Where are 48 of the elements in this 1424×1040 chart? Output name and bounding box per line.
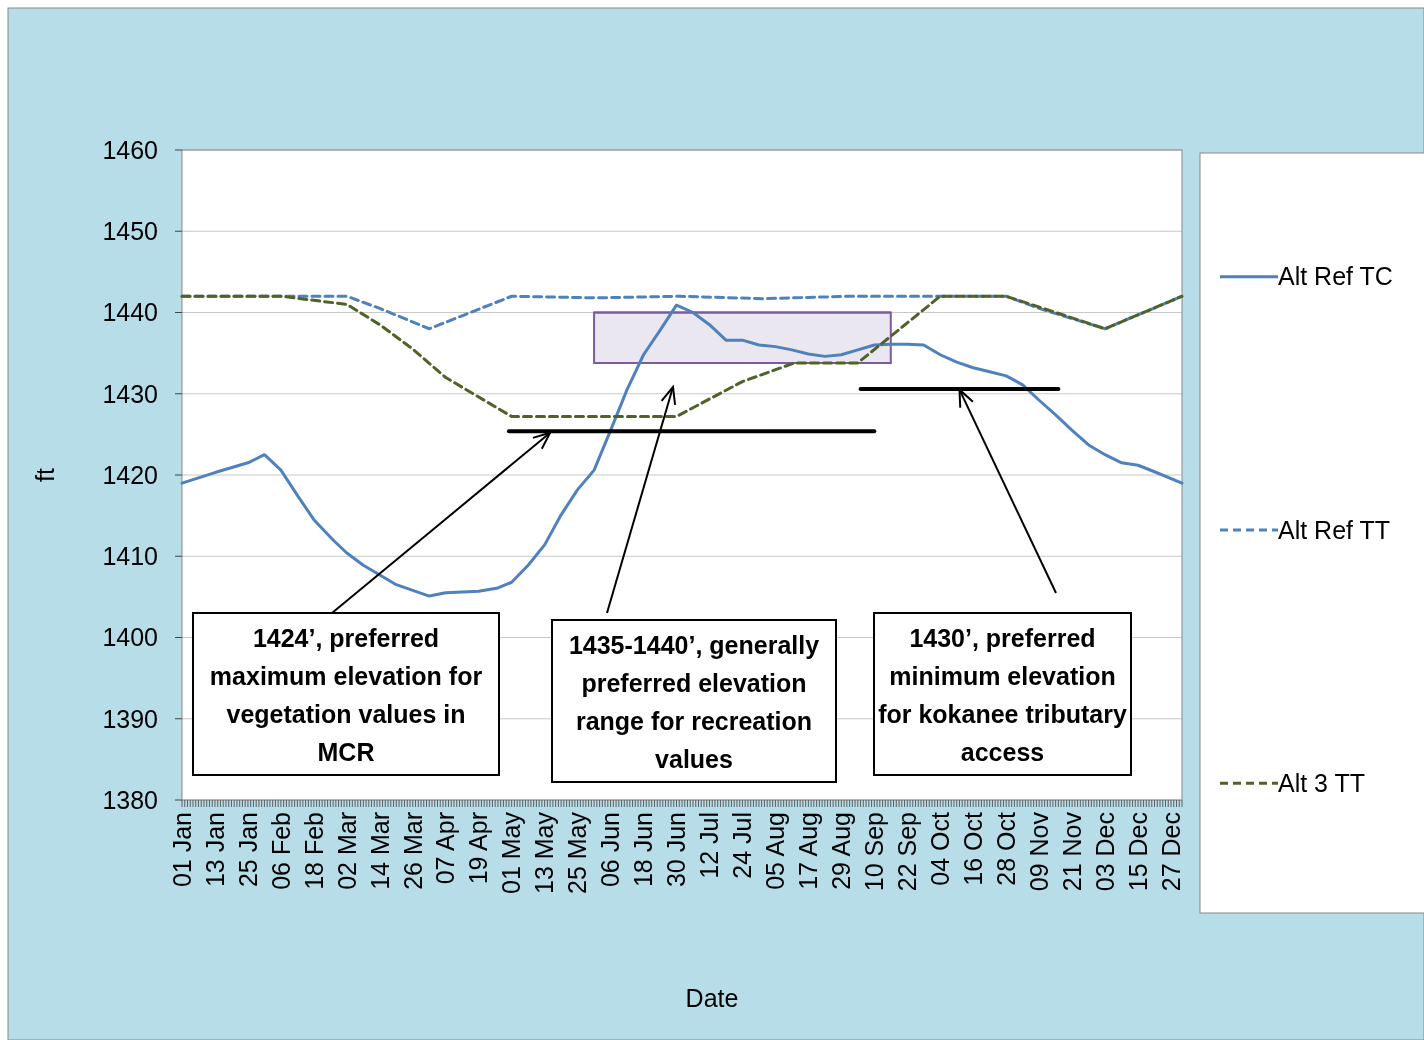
- x-tick-label: 06 Feb: [266, 812, 295, 890]
- x-tick-label: 18 Feb: [299, 812, 328, 890]
- x-tick-label: 06 Jun: [596, 812, 625, 888]
- x-tick-label: 12 Jul: [695, 812, 724, 879]
- y-tick-label: 1390: [102, 704, 158, 733]
- y-tick-label: 1450: [102, 217, 158, 245]
- x-tick-label: 25 May: [563, 811, 592, 894]
- annotation: 1430’, preferred minimum elevation for kokanee tributary access: [878, 624, 1127, 766]
- x-tick-label: 10 Sep: [860, 812, 889, 892]
- x-tick-label: 16 Oct: [958, 811, 987, 886]
- y-tick-label: 1410: [102, 542, 158, 570]
- legend-label: Alt 3 TT: [1278, 769, 1366, 798]
- y-tick-label: 1420: [102, 460, 158, 489]
- x-tick-label: 28 Oct: [991, 811, 1020, 886]
- y-tick-label: 1380: [102, 785, 158, 814]
- x-tick-label: 07 Apr: [431, 812, 460, 885]
- y-tick-label: 1460: [102, 135, 158, 164]
- y-tick-label: 1430: [102, 379, 158, 408]
- x-tick-label: 01 May: [497, 811, 526, 894]
- x-tick-label: 21 Nov: [1057, 811, 1086, 892]
- x-axis-title: Date: [685, 984, 739, 1012]
- x-tick-label: 17 Aug: [794, 812, 823, 890]
- x-tick-label: 22 Sep: [893, 812, 922, 892]
- x-tick-label: 24 Jul: [728, 812, 757, 879]
- legend-label: Alt Ref TT: [1278, 515, 1391, 544]
- x-tick-label: 14 Mar: [365, 812, 394, 890]
- y-tick-label: 1440: [102, 298, 158, 327]
- x-tick-label: 25 Jan: [233, 812, 262, 888]
- x-tick-label: 30 Jun: [662, 812, 691, 888]
- x-tick-label: 13 May: [530, 811, 559, 894]
- x-tick-label: 26 Mar: [398, 812, 427, 890]
- x-tick-label: 04 Oct: [925, 811, 954, 886]
- y-tick-label: 1400: [102, 623, 158, 652]
- annotation: 1424’, preferred maximum elevation for vegetation values in MCR: [209, 624, 483, 766]
- legend-label: Alt Ref TC: [1278, 262, 1393, 291]
- x-tick-label: 09 Nov: [1024, 811, 1053, 892]
- annotation: 1435-1440’, generally preferred elevation range for recreation values: [568, 631, 820, 773]
- y-axis-title: ft: [30, 468, 59, 482]
- x-tick-label: 29 Aug: [827, 812, 856, 890]
- x-tick-label: 05 Aug: [761, 812, 790, 890]
- x-tick-label: 01 Jan: [167, 812, 196, 888]
- x-tick-label: 03 Dec: [1090, 812, 1119, 892]
- x-tick-label: 15 Dec: [1123, 812, 1152, 892]
- x-tick-label: 18 Jun: [629, 812, 658, 888]
- x-tick-label: 27 Dec: [1156, 812, 1185, 892]
- x-tick-label: 13 Jan: [200, 812, 229, 888]
- x-tick-label: 19 Apr: [464, 812, 493, 885]
- x-tick-label: 02 Mar: [332, 812, 361, 890]
